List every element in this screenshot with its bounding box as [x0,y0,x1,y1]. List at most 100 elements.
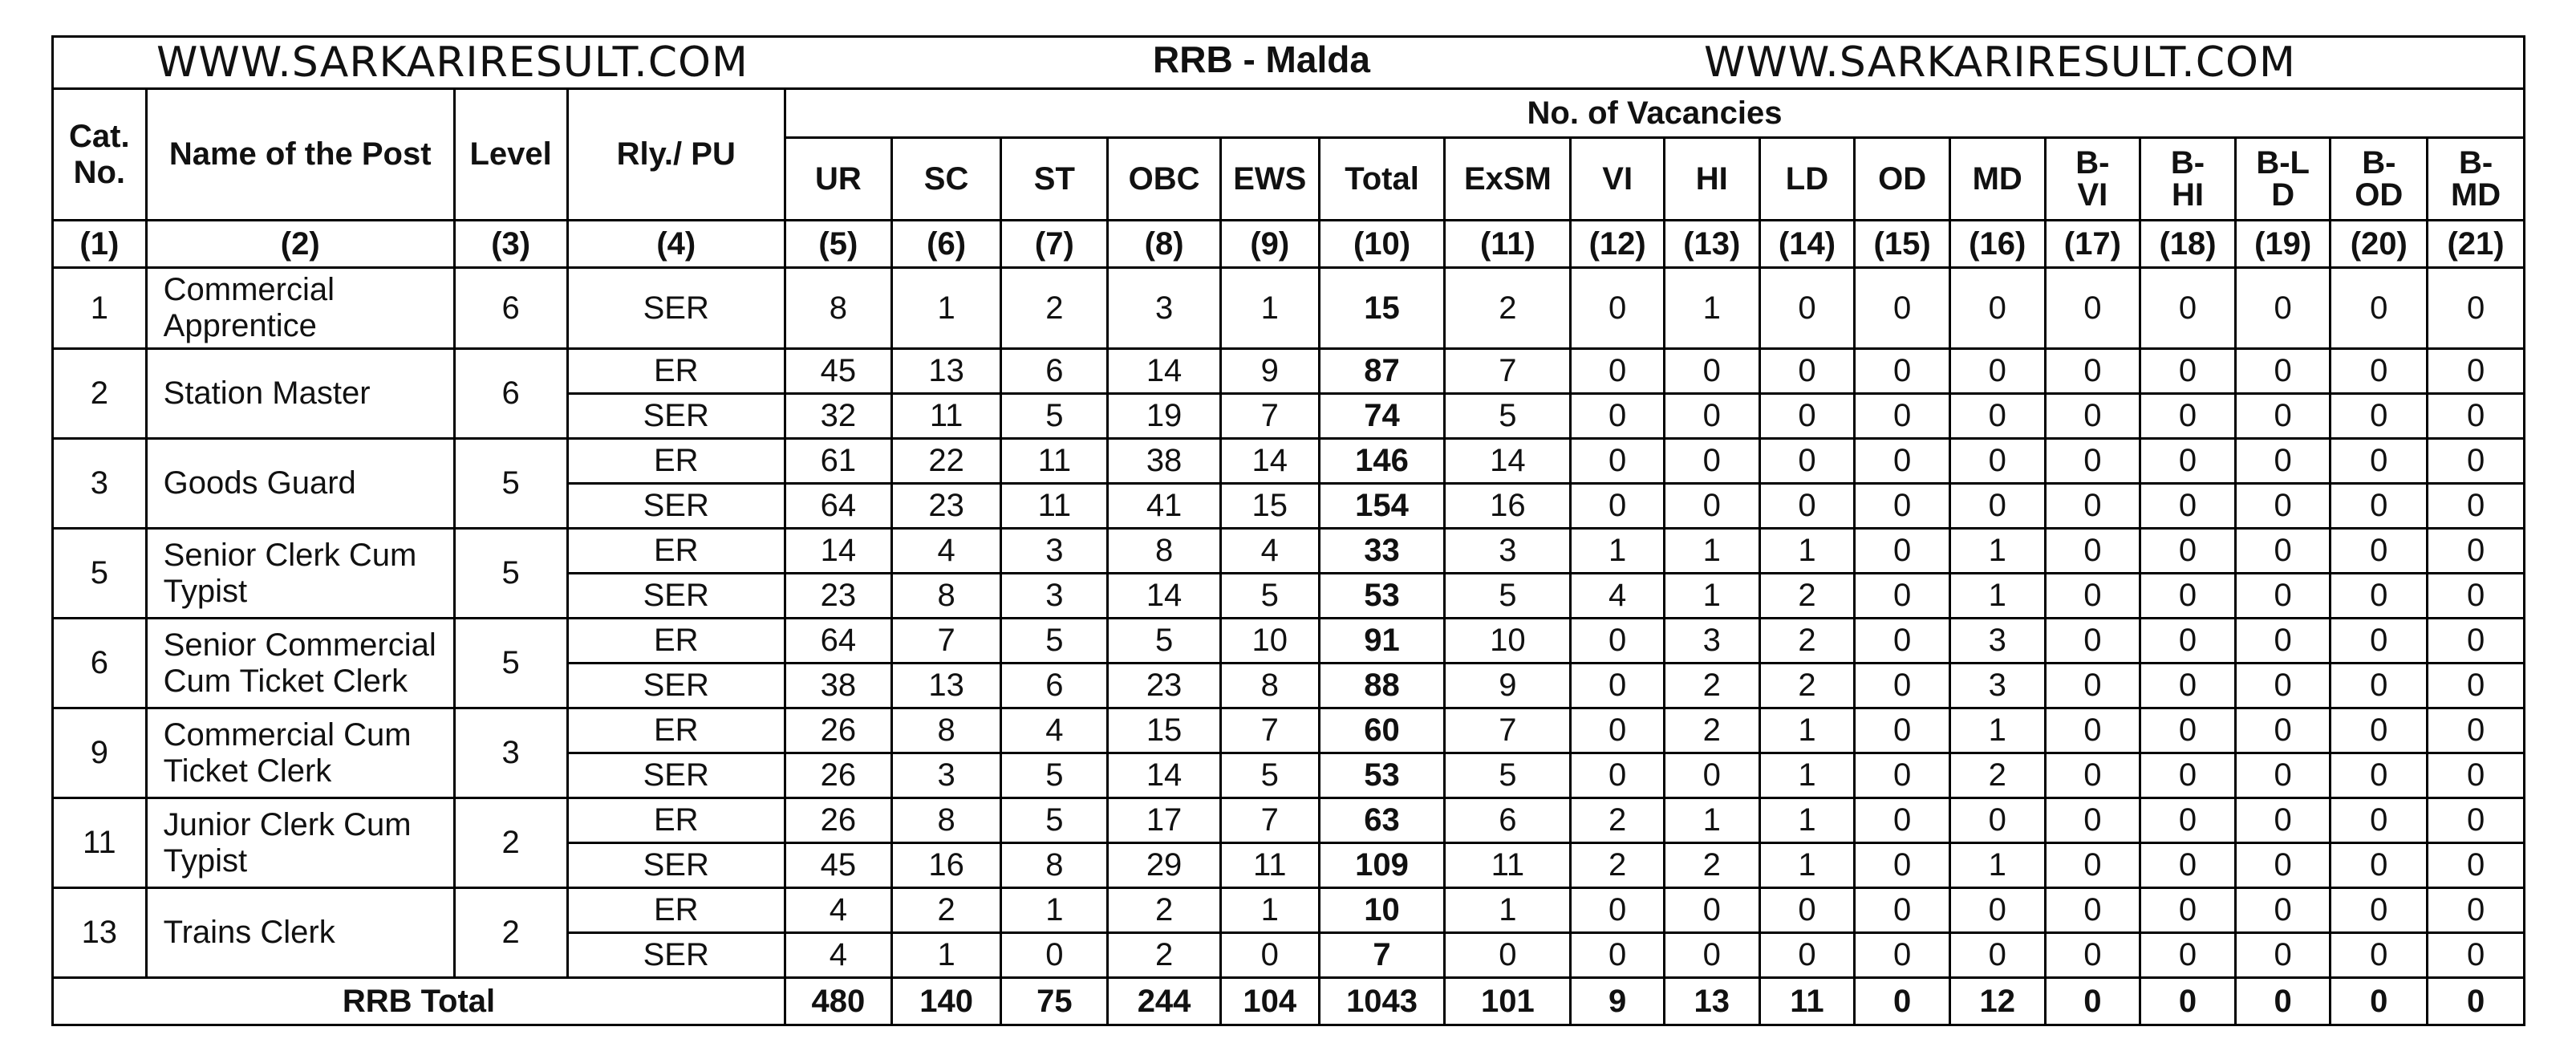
vacancy-cell: 7 [1443,707,1572,754]
vacancy-cell: 0 [1662,437,1761,485]
col-header-name: Name of the Post [144,87,456,221]
col-header-b-md: B-MD [2426,136,2525,221]
vacancy-cell: 1 [1219,887,1320,934]
vacancy-cell: 0 [1758,347,1856,395]
vacancy-cell: 3 [1948,662,2047,709]
level-cell: 5 [452,617,569,709]
vacancy-cell: 5 [1000,752,1110,799]
vacancy-cell: 14 [1443,437,1572,485]
vacancy-cell: 0 [1758,482,1856,530]
col-number: (12) [1569,219,1665,269]
vacancy-cell: 11 [890,392,1003,440]
vacancy-cell: 1 [1219,266,1320,350]
total-vacancy-cell: 104 [1219,976,1320,1026]
vacancy-cell: 11 [1000,437,1110,485]
vacancy-cell: 6 [1443,797,1572,844]
total-vacancy-cell: 1043 [1317,976,1446,1026]
vacancy-cell: 0 [2043,707,2142,754]
vacancy-cell: 0 [2233,662,2332,709]
vacancy-cell: 6 [1000,662,1110,709]
total-cell: 88 [1317,662,1446,709]
table-row: 9 Commercial Cum Ticket Clerk 3 ER 26 8 4 15 7 60… [51,707,2525,799]
vacancy-cell: 1 [1948,527,2047,574]
vacancy-cell: 0 [1569,887,1665,934]
vacancy-cell: 0 [1948,392,2047,440]
vacancy-cell: 0 [2233,266,2332,350]
vacancy-cell: 10 [1443,617,1572,664]
vacancy-cell: 0 [2233,482,2332,530]
table-body: 1 Commercial Apprentice 6 SER 8 1 2 3 1 15 2 0 1 0 0 0 0… [51,266,2525,1026]
vacancy-cell: 1 [1662,266,1761,350]
vacancy-cell: 0 [2139,931,2237,979]
table-row: SER 38 13 6 23 8 88 9 0 2 2 0 3 0 0 0 0 0 [53,662,2525,709]
total-vacancy-cell: 9 [1569,976,1665,1026]
vacancy-cell: 7 [1219,392,1320,440]
title-row: WWW.SARKARIRESULT.COM RRB - Malda WWW.SA… [51,35,2525,90]
total-cell: 146 [1317,437,1446,485]
rly-pu-cell: SER [566,842,787,889]
rrb-total-row: RRB Total 480 140 75 244 104 1043 101 9 13 11 0 12 0 0… [51,976,2525,1026]
vacancy-cell: 0 [2043,931,2142,979]
table-row: 3 Goods Guard 5 ER 61 22 11 38 14 146 14 0 0 0 0 0 0 0 0 0 0 [51,437,2525,530]
vacancy-cell: 0 [2233,527,2332,574]
col-number: (13) [1662,219,1761,269]
vacancy-cell: 4 [784,931,893,979]
vacancy-cell: 11 [1000,482,1110,530]
vacancy-cell: 0 [2139,617,2237,664]
vacancy-cell: 0 [1853,797,1951,844]
vacancy-cell: 1 [1443,887,1572,934]
col-number: (15) [1853,219,1951,269]
vacancy-cell: 15 [1219,482,1320,530]
cat-no-cell: 5 [51,527,148,619]
vacancy-cell: 5 [1219,572,1320,619]
vacancy-cell: 1 [1948,572,2047,619]
vacancy-cell: 15 [1106,707,1222,754]
vacancy-cell: 45 [784,347,893,395]
cat-no-cell: 2 [51,347,148,440]
vacancy-cell: 8 [1106,527,1222,574]
vacancy-cell: 9 [1443,662,1572,709]
table-row: 11 Junior Clerk Cum Typist 2 ER 26 8 5 17 7 63 6 2 1… [51,797,2525,889]
vacancy-cell: 0 [2139,752,2237,799]
col-number: (14) [1758,219,1856,269]
vacancy-cell: 14 [1219,437,1320,485]
level-cell: 6 [452,347,569,440]
rrb-total-label: RRB Total [51,976,786,1026]
total-vacancy-cell: 0 [2043,976,2142,1026]
vacancy-cell: 7 [1443,347,1572,395]
col-number: (6) [890,219,1003,269]
vacancy-cell: 4 [784,887,893,934]
vacancy-cell: 0 [2233,931,2332,979]
vacancy-table-container: WWW.SARKARIRESULT.COM RRB - Malda WWW.SA… [51,35,2525,1026]
vacancy-cell: 29 [1106,842,1222,889]
vacancy-cell: 0 [2043,662,2142,709]
vacancy-cell: 0 [2233,392,2332,440]
col-number: (17) [2043,219,2142,269]
vacancy-cell: 0 [1569,392,1665,440]
vacancy-cell: 0 [1569,347,1665,395]
vacancy-cell: 0 [2329,482,2429,530]
col-header-b-hi: B-HI [2139,136,2237,221]
vacancy-cell: 4 [1000,707,1110,754]
vacancy-cell: 0 [2233,572,2332,619]
total-cell: 15 [1317,266,1446,350]
vacancy-cell: 0 [1758,931,1856,979]
table-row: SER 26 3 5 14 5 53 5 0 0 1 0 2 0 0 0 0 0 [53,752,2525,799]
post-name-cell: Goods Guard [144,437,456,530]
vacancy-cell: 1 [1758,527,1856,574]
total-cell: 53 [1317,752,1446,799]
table-row: SER 45 16 8 29 11 109 11 2 2 1 0 1 0 0 0 0 0 [53,842,2525,889]
col-header-md: MD [1948,136,2047,221]
vacancy-cell: 2 [1758,572,1856,619]
vacancy-cell: 0 [1948,482,2047,530]
vacancy-cell: 2 [1106,887,1222,934]
vacancy-cell: 7 [890,617,1003,664]
vacancy-cell: 0 [2043,392,2142,440]
table-row: SER 23 8 3 14 5 53 5 4 1 2 0 1 0 0 0 0 0 [53,572,2525,619]
vacancy-cell: 3 [1000,572,1110,619]
vacancy-cell: 0 [1569,437,1665,485]
total-cell: 53 [1317,572,1446,619]
vacancy-cell: 3 [1948,617,2047,664]
vacancy-cell: 0 [2426,527,2525,574]
col-header-vi: VI [1569,136,1665,221]
